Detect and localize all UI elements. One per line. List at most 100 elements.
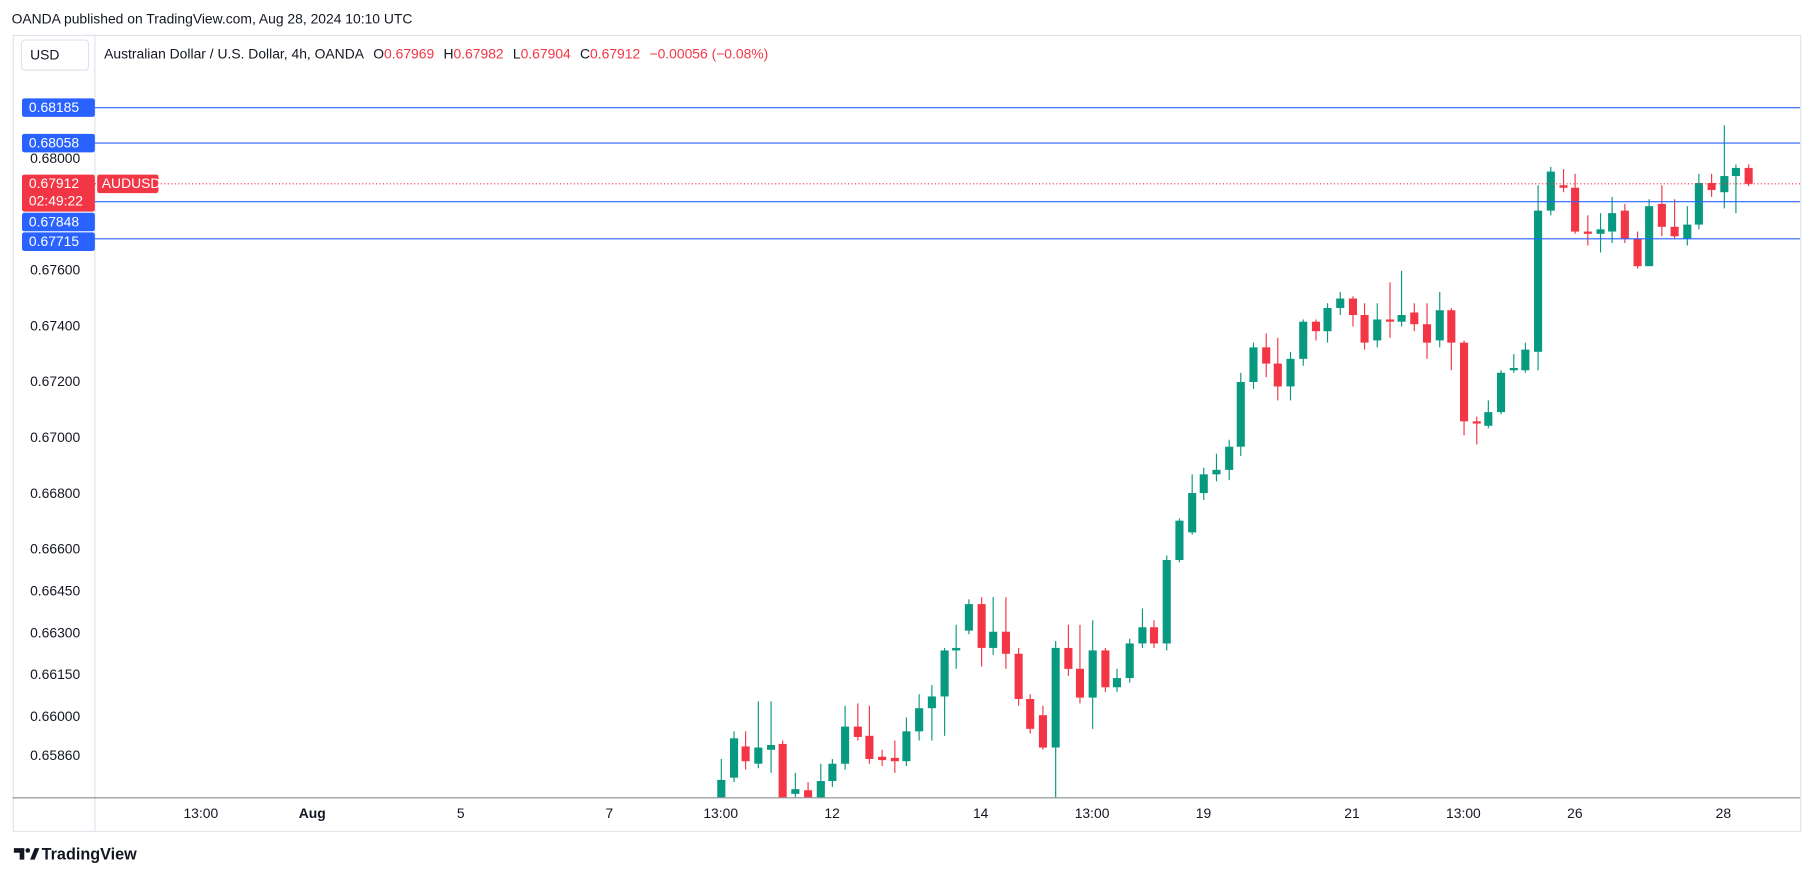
- candle-body: [1422, 324, 1432, 343]
- level-label-box: [21, 212, 95, 232]
- y-tick-label: 0.66150: [30, 666, 80, 682]
- x-tick-label: 12: [824, 805, 840, 821]
- candle-body: [1075, 668, 1085, 698]
- candle-body: [878, 756, 887, 761]
- x-tick-label: 5: [457, 805, 465, 821]
- candle-body: [1707, 183, 1716, 190]
- symbol-label: AUDUSD: [102, 175, 161, 191]
- legend-value: 0.67912: [590, 45, 640, 61]
- candle-body: [989, 631, 998, 648]
- legend-value: 0.67982: [453, 45, 503, 61]
- y-tick-label: 0.67000: [30, 429, 80, 445]
- candle-body: [1546, 171, 1555, 211]
- y-tick-label: 0.66600: [30, 541, 80, 557]
- candle-body: [902, 731, 911, 762]
- candle-body: [927, 696, 936, 709]
- candle-body: [1212, 469, 1221, 475]
- y-tick-label: 0.66000: [30, 708, 80, 724]
- candle-body: [1299, 321, 1308, 359]
- footer-logo: [13, 848, 40, 860]
- plot-area: [717, 125, 1753, 798]
- currency-box[interactable]: [20, 39, 90, 71]
- candle-body: [1188, 493, 1197, 533]
- candle-body: [1484, 412, 1493, 426]
- candle-body: [1521, 349, 1530, 371]
- legend-value: 0.67969: [384, 45, 434, 61]
- legend-value: 0.67904: [521, 45, 571, 61]
- candle-body: [828, 763, 837, 782]
- x-tick-label: 26: [1567, 805, 1583, 821]
- candle-body: [754, 747, 763, 764]
- candle-body: [1311, 321, 1321, 332]
- candle-body: [1138, 627, 1147, 644]
- candle-body: [804, 790, 813, 798]
- candle-body: [1175, 520, 1184, 561]
- candle-body: [1459, 342, 1469, 422]
- logo-part: [30, 848, 40, 860]
- x-tick-label: 19: [1196, 805, 1212, 821]
- candle-body: [1683, 224, 1692, 239]
- level-label-box: [21, 98, 95, 117]
- candle-body: [1348, 298, 1358, 315]
- chart-frame: [12, 34, 1802, 832]
- logo-part: [13, 848, 25, 860]
- candle-body: [1336, 298, 1345, 309]
- candle-body: [767, 745, 776, 750]
- candle-body: [964, 604, 973, 631]
- candle-body: [1162, 560, 1171, 644]
- candle-body: [1360, 314, 1369, 343]
- candle-body: [952, 647, 961, 651]
- candle-body: [1670, 226, 1679, 237]
- candle-body: [1149, 627, 1159, 644]
- candle-body: [1620, 210, 1629, 239]
- level-label: 0.67848: [29, 213, 79, 229]
- countdown: 02:49:22: [29, 192, 83, 208]
- candle-body: [1497, 372, 1506, 413]
- x-tick-label: 13:00: [703, 805, 738, 821]
- candle-body: [741, 746, 750, 762]
- legend-key: O: [373, 45, 384, 61]
- x-tick-label: 13:00: [1446, 805, 1481, 821]
- x-tick-label: 14: [973, 805, 989, 821]
- y-tick-label: 0.65860: [30, 747, 80, 763]
- candle-body: [1101, 650, 1110, 688]
- y-tick-label: 0.68000: [30, 150, 80, 166]
- candle-body: [1286, 358, 1295, 387]
- candle-body: [940, 650, 949, 697]
- candle-body: [729, 738, 739, 778]
- legend: Australian Dollar / U.S. Dollar, 4h, OAN…: [104, 45, 768, 61]
- candle-body: [778, 743, 787, 798]
- candle-body: [865, 735, 874, 759]
- candle-body: [915, 708, 924, 732]
- x-tick-label: 21: [1344, 805, 1360, 821]
- candle-body: [1273, 363, 1282, 387]
- legend-key: C: [580, 45, 590, 61]
- candle-body: [1014, 653, 1023, 699]
- candle-body: [1447, 310, 1456, 343]
- level-label: 0.68058: [29, 134, 79, 150]
- candle-body: [1534, 210, 1543, 352]
- currency[interactable]: USD: [30, 46, 59, 62]
- legend-key: L: [513, 45, 521, 61]
- candle-body: [1583, 231, 1592, 234]
- candle-body: [1397, 314, 1406, 322]
- candle-body: [1112, 678, 1122, 688]
- candle-body: [1199, 474, 1208, 494]
- level-label-box: [21, 133, 95, 153]
- candle-body: [816, 781, 825, 798]
- candle-body: [1571, 187, 1580, 232]
- candle-body: [1088, 650, 1097, 698]
- price-label-box: [21, 174, 95, 212]
- y-tick-label: 0.66300: [30, 624, 80, 640]
- level-label: 0.67715: [29, 233, 79, 249]
- candle-body: [1559, 185, 1568, 188]
- candle-body: [1064, 647, 1073, 669]
- candle-body: [1249, 347, 1258, 382]
- candle-body: [1657, 203, 1666, 227]
- y-tick-label: 0.67400: [30, 317, 80, 333]
- legend-title: Australian Dollar / U.S. Dollar, 4h, OAN…: [104, 45, 365, 61]
- candle-body: [1001, 631, 1010, 654]
- footer: TradingView: [42, 845, 137, 863]
- logo-part: [25, 848, 31, 853]
